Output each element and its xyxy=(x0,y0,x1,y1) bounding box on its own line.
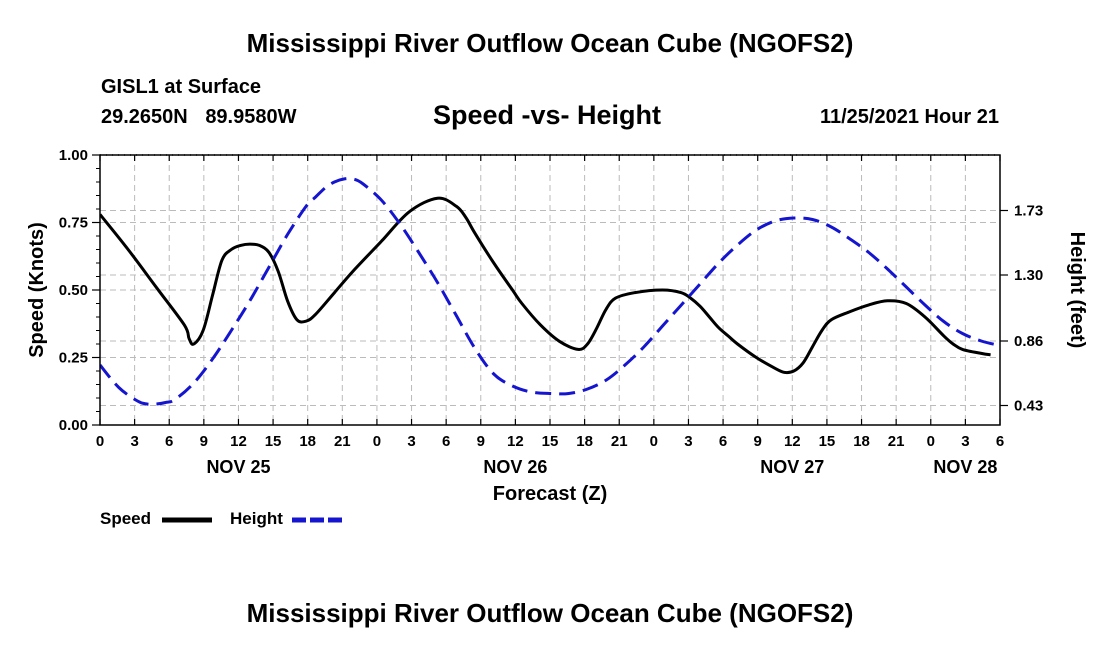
date-label: NOV 27 xyxy=(760,457,824,477)
x-tick-label: 9 xyxy=(754,433,762,450)
x-tick-label: 6 xyxy=(719,433,727,450)
legend-height-label: Height xyxy=(230,509,283,528)
x-tick-label: 21 xyxy=(888,433,905,450)
x-tick-label: 15 xyxy=(542,433,559,450)
x-tick-label: 15 xyxy=(265,433,282,450)
x-tick-label: 6 xyxy=(165,433,173,450)
y-tick-label-right: 0.43 xyxy=(1014,398,1043,415)
y-tick-label-right: 1.73 xyxy=(1014,203,1043,220)
forecast-timestamp: 11/25/2021 Hour 21 xyxy=(819,106,999,128)
y-axis-title-right: Height (feet) xyxy=(1066,232,1088,349)
y-tick-label-right: 0.86 xyxy=(1014,333,1043,350)
x-tick-label: 18 xyxy=(853,433,870,450)
y-tick-label-left: 0.00 xyxy=(59,417,88,434)
y-tick-label-left: 0.50 xyxy=(59,282,88,299)
date-label: NOV 28 xyxy=(933,457,997,477)
legend-speed-label: Speed xyxy=(100,509,152,528)
y-tick-label-left: 0.25 xyxy=(59,350,88,367)
y-axis-title-left: Speed (Knots) xyxy=(26,222,48,358)
x-tick-label: 0 xyxy=(373,433,381,450)
x-tick-label: 12 xyxy=(230,433,247,450)
x-tick-label: 12 xyxy=(784,433,801,450)
x-tick-label: 3 xyxy=(407,433,415,450)
x-tick-label: 0 xyxy=(96,433,104,450)
footer-title: Mississippi River Outflow Ocean Cube (NG… xyxy=(246,598,854,628)
x-tick-label: 3 xyxy=(130,433,138,450)
x-tick-label: 12 xyxy=(507,433,524,450)
axes: 0 3 6 9 12 15 18 21 0 3 6 9 12 15 18 21 0 3 6 9 12 15 18 21 0 3 6 0… xyxy=(26,147,1088,505)
grid xyxy=(100,155,1000,425)
latitude-text: 29.2650N xyxy=(101,106,188,128)
x-axis-title: Forecast (Z) xyxy=(493,483,607,505)
date-label: NOV 25 xyxy=(206,457,270,477)
series-layer xyxy=(100,177,1000,406)
y-tick-label-right: 1.30 xyxy=(1014,267,1043,284)
x-tick-label: 21 xyxy=(334,433,351,450)
x-tick-label: 21 xyxy=(611,433,628,450)
x-tick-label: 18 xyxy=(299,433,316,450)
height-series-line xyxy=(100,177,1000,406)
x-tick-label: 3 xyxy=(961,433,969,450)
x-tick-label: 6 xyxy=(442,433,450,450)
speed-series-line xyxy=(100,196,991,375)
x-tick-label: 15 xyxy=(819,433,836,450)
x-tick-label: 18 xyxy=(576,433,593,450)
date-label: NOV 26 xyxy=(483,457,547,477)
x-tick-label: 9 xyxy=(477,433,485,450)
y-tick-label-left: 0.75 xyxy=(59,215,88,232)
x-tick-label: 9 xyxy=(200,433,208,450)
y-tick-label-left: 1.00 xyxy=(59,147,88,164)
x-tick-label: 0 xyxy=(927,433,935,450)
chart-subtitle: Speed -vs- Height xyxy=(433,100,662,130)
x-tick-label: 0 xyxy=(650,433,658,450)
x-tick-label: 3 xyxy=(684,433,692,450)
page-title: Mississippi River Outflow Ocean Cube (NG… xyxy=(246,28,854,58)
longitude-text: 89.9580W xyxy=(205,106,297,128)
station-label: GISL1 at Surface xyxy=(101,76,262,98)
station-coordinates: 29.2650N 89.9580W xyxy=(101,106,296,129)
x-tick-label: 6 xyxy=(996,433,1004,450)
